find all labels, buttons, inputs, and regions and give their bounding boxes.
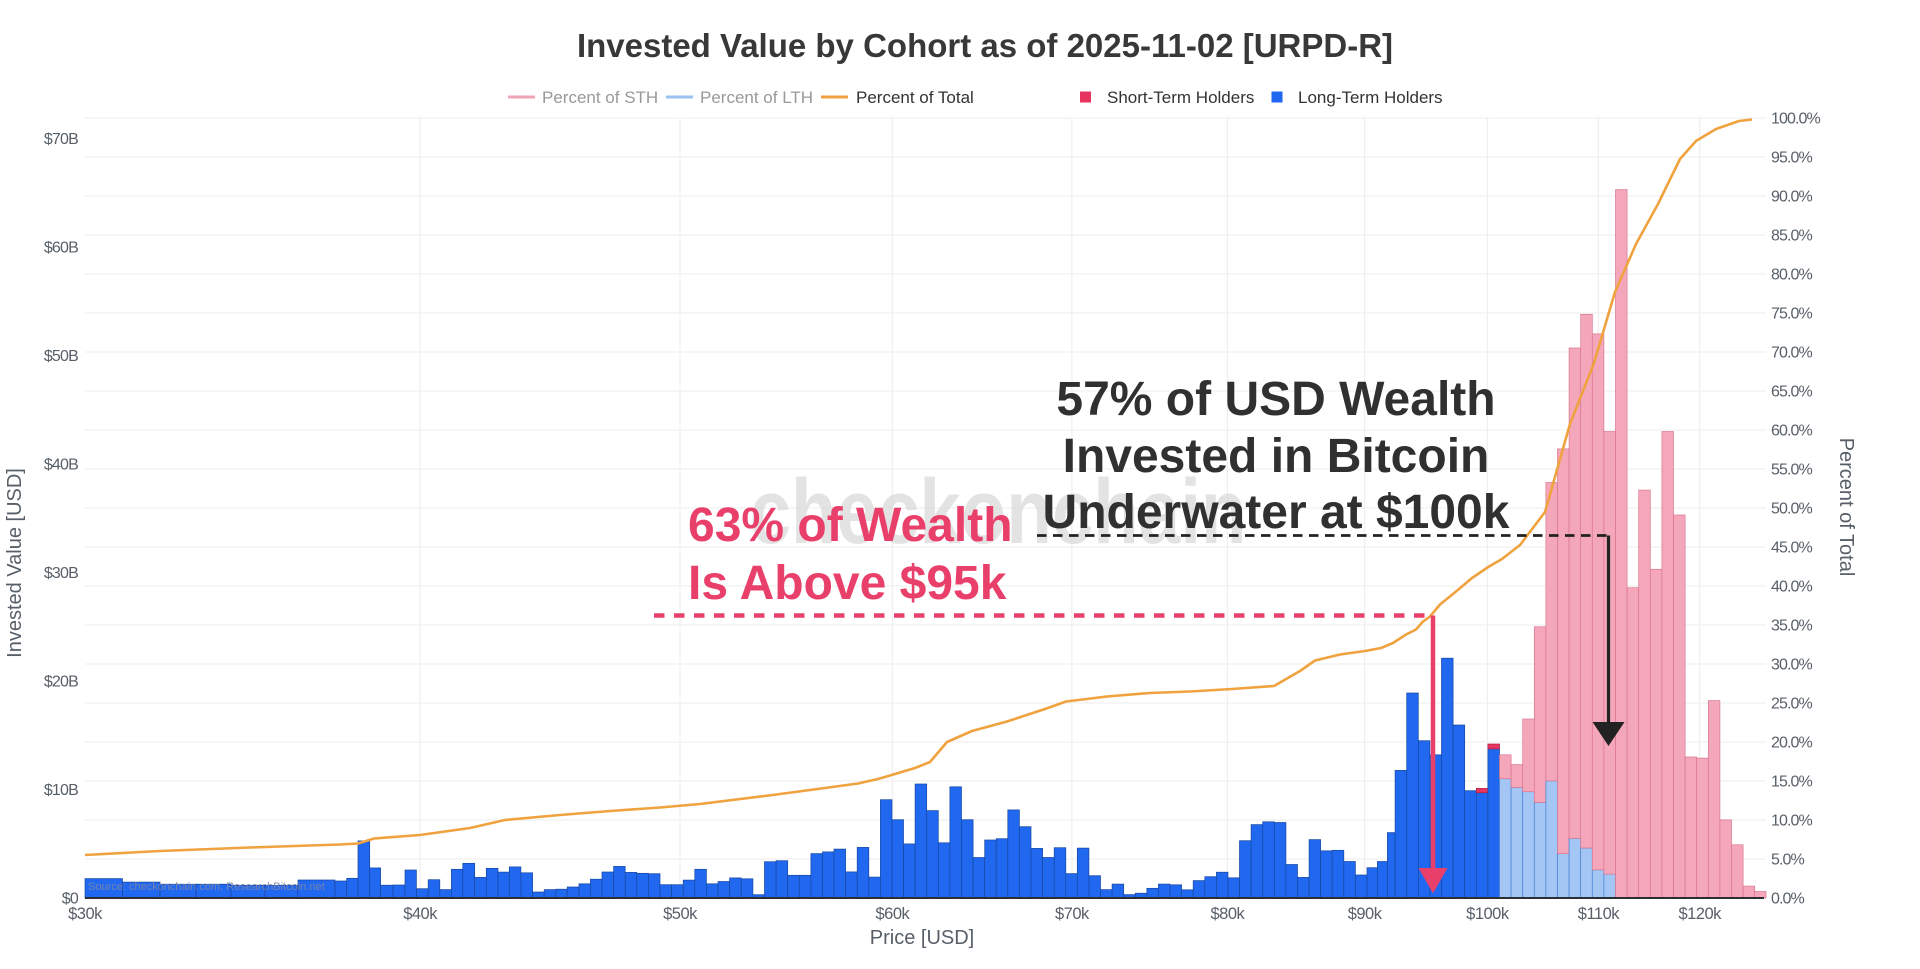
svg-text:$60B: $60B (44, 240, 78, 257)
svg-text:40.0%: 40.0% (1771, 579, 1813, 596)
svg-text:55.0%: 55.0% (1771, 462, 1813, 479)
svg-text:10.0%: 10.0% (1771, 813, 1813, 830)
svg-text:$0: $0 (62, 891, 79, 908)
svg-text:$30B: $30B (44, 565, 78, 582)
svg-text:$30k: $30k (68, 905, 103, 923)
svg-text:$60k: $60k (876, 905, 911, 923)
svg-text:50.0%: 50.0% (1771, 501, 1813, 518)
svg-text:$10B: $10B (44, 782, 78, 799)
svg-text:Is Above $95k: Is Above $95k (688, 557, 1007, 610)
svg-text:$100k: $100k (1466, 905, 1510, 923)
svg-text:$110k: $110k (1578, 905, 1620, 923)
svg-text:100.0%: 100.0% (1771, 111, 1821, 128)
svg-text:45.0%: 45.0% (1771, 540, 1813, 557)
svg-text:20.0%: 20.0% (1771, 735, 1813, 752)
svg-text:70.0%: 70.0% (1771, 345, 1813, 362)
svg-text:95.0%: 95.0% (1771, 150, 1813, 167)
svg-text:Invested in Bitcoin: Invested in Bitcoin (1063, 430, 1490, 483)
svg-text:35.0%: 35.0% (1771, 618, 1813, 635)
svg-text:15.0%: 15.0% (1771, 774, 1813, 791)
svg-text:Source: checkonchain.com, Res: Source: checkonchain.com, ResearchBitcoi… (88, 881, 325, 893)
svg-text:Invested Value by Cohort as of: Invested Value by Cohort as of 2025-11-0… (577, 27, 1393, 64)
svg-text:90.0%: 90.0% (1771, 189, 1813, 206)
svg-text:Short-Term Holders: Short-Term Holders (1107, 88, 1254, 107)
svg-text:Price [USD]: Price [USD] (870, 927, 974, 949)
svg-text:Long-Term Holders: Long-Term Holders (1298, 88, 1443, 107)
svg-text:5.0%: 5.0% (1771, 852, 1805, 869)
svg-text:$120k: $120k (1678, 905, 1722, 923)
svg-text:30.0%: 30.0% (1771, 657, 1813, 674)
svg-text:57% of USD Wealth: 57% of USD Wealth (1056, 373, 1495, 426)
svg-text:$50B: $50B (44, 348, 78, 365)
svg-text:$90k: $90k (1348, 905, 1383, 923)
svg-text:63% of Wealth: 63% of Wealth (688, 499, 1013, 552)
svg-text:$70B: $70B (44, 131, 78, 148)
svg-text:85.0%: 85.0% (1771, 228, 1813, 245)
svg-text:60.0%: 60.0% (1771, 423, 1813, 440)
svg-text:80.0%: 80.0% (1771, 267, 1813, 284)
svg-text:0.0%: 0.0% (1771, 891, 1805, 908)
svg-text:$20B: $20B (44, 674, 78, 691)
svg-text:75.0%: 75.0% (1771, 306, 1813, 323)
svg-text:Invested Value [USD]: Invested Value [USD] (4, 468, 26, 658)
svg-text:Percent of Total: Percent of Total (856, 88, 974, 107)
svg-text:$70k: $70k (1055, 905, 1090, 923)
svg-text:$50k: $50k (663, 905, 698, 923)
svg-text:$80k: $80k (1211, 905, 1246, 923)
svg-text:Underwater at $100k: Underwater at $100k (1043, 486, 1510, 539)
svg-text:Percent of STH: Percent of STH (542, 88, 658, 107)
svg-text:25.0%: 25.0% (1771, 696, 1813, 713)
svg-text:65.0%: 65.0% (1771, 384, 1813, 401)
svg-text:$40B: $40B (44, 457, 78, 474)
svg-text:$40k: $40k (403, 905, 438, 923)
svg-text:Percent of Total: Percent of Total (1835, 438, 1857, 577)
svg-text:checkonchain: checkonchain (750, 459, 1247, 562)
svg-text:Percent of LTH: Percent of LTH (700, 88, 813, 107)
